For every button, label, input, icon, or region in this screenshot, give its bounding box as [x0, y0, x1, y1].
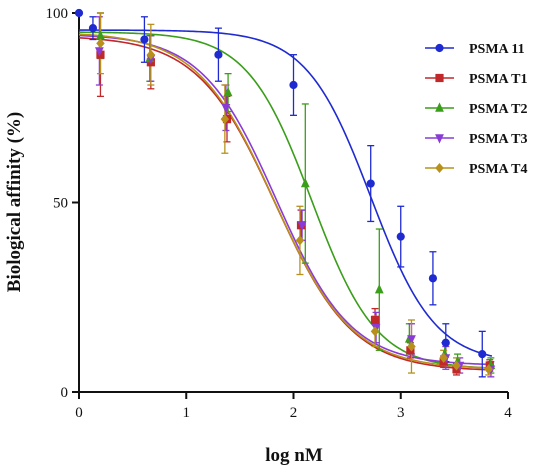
data-point: [366, 179, 375, 188]
legend-item: PSMA T3: [425, 132, 527, 147]
data-point: [407, 335, 416, 345]
data-point: [94, 47, 104, 57]
fit-curves: [78, 29, 493, 371]
data-point: [223, 87, 233, 97]
fit-curve-psma-t1: [78, 37, 492, 371]
fit-curve-psma-t4: [78, 33, 492, 369]
data-point: [221, 104, 231, 114]
x-tick-label: 0: [75, 405, 83, 421]
data-point: [297, 221, 307, 231]
y-tick-label: 50: [53, 196, 68, 212]
legend-item: PSMA T4: [425, 162, 527, 177]
data-point: [146, 49, 156, 60]
fit-curve-psma-t3: [78, 34, 492, 366]
legend-marker: [435, 134, 444, 144]
x-axis-title: log nM: [265, 445, 323, 466]
legend-label: PSMA T3: [469, 132, 527, 147]
data-point: [220, 114, 230, 125]
y-tick-label: 0: [61, 385, 69, 401]
legend-marker: [435, 73, 444, 83]
data-point: [370, 326, 380, 337]
data-point: [295, 235, 305, 246]
data-point: [74, 8, 84, 18]
legend-item: PSMA 11: [425, 42, 525, 57]
legend: PSMA 11 PSMA T1 PSMA T2 PSMA T3 PSMA T4: [425, 42, 527, 177]
data-point: [439, 352, 448, 363]
legend-marker: [435, 43, 444, 53]
legend-item: PSMA T2: [425, 102, 527, 117]
data-point: [452, 360, 461, 371]
legend-item: PSMA T1: [425, 72, 527, 87]
legend-label: PSMA 11: [469, 42, 525, 57]
data-point: [140, 35, 149, 44]
data-point: [88, 24, 98, 33]
x-tick-label: 3: [397, 405, 405, 421]
x-tick-label: 2: [290, 405, 298, 421]
data-point: [396, 232, 405, 241]
data-point: [484, 364, 493, 375]
data-point: [428, 274, 438, 283]
fit-curve-psma-11: [78, 29, 493, 357]
data-point: [370, 315, 380, 325]
legend-label: PSMA T1: [469, 72, 527, 87]
legend-label: PSMA T4: [469, 162, 527, 177]
y-axis-title: Biological affinity (%): [4, 112, 25, 292]
y-tick-label: 100: [46, 6, 69, 22]
data-point: [300, 177, 310, 188]
data-point: [96, 38, 105, 49]
legend-marker: [435, 102, 444, 112]
x-tick-label: 1: [183, 405, 191, 421]
legend-label: PSMA T2: [469, 102, 527, 117]
axes: 0 1 2 3 4 0 50 100: [46, 6, 513, 421]
data-point: [214, 50, 223, 59]
legend-marker: [435, 163, 444, 173]
data-point: [478, 350, 487, 359]
data-point: [374, 284, 384, 294]
data-point: [441, 338, 450, 347]
data-markers: [74, 8, 496, 375]
data-point: [407, 341, 416, 352]
x-tick-label: 4: [504, 405, 512, 421]
data-point: [289, 80, 298, 90]
